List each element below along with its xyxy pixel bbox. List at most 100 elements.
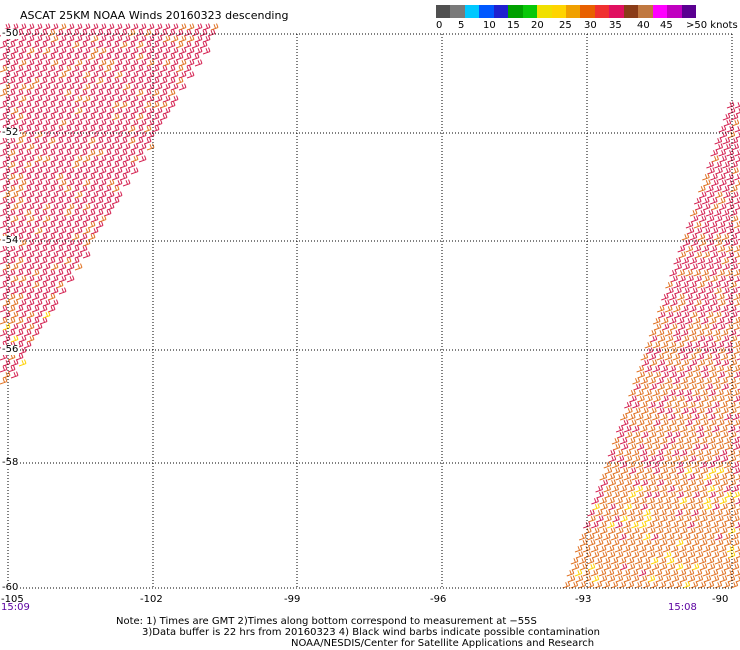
wind-barb xyxy=(644,365,653,373)
wind-barb xyxy=(26,71,35,79)
scale-tick-label: 0 xyxy=(436,20,443,31)
wind-barb xyxy=(701,269,709,277)
wind-barb xyxy=(685,293,693,301)
wind-barb xyxy=(704,455,713,463)
wind-barb xyxy=(711,473,720,481)
wind-barb xyxy=(715,485,724,493)
wind-barb xyxy=(673,311,682,319)
wind-barb xyxy=(47,149,56,157)
wind-barb xyxy=(676,419,685,427)
wind-barb xyxy=(26,263,35,271)
wind-barb xyxy=(720,377,728,385)
wind-barb xyxy=(720,305,729,313)
wind-barb xyxy=(656,353,665,361)
wind-barb xyxy=(730,185,738,193)
wind-barb xyxy=(686,227,695,235)
wind-barb xyxy=(631,449,640,457)
wind-barb xyxy=(679,497,687,505)
wind-barb xyxy=(659,539,668,547)
wind-barb xyxy=(685,395,693,403)
wind-barb xyxy=(647,473,656,481)
wind-barb xyxy=(720,503,728,511)
wind-barb xyxy=(7,101,16,109)
wind-barb xyxy=(26,287,35,295)
wind-barb xyxy=(82,143,91,151)
wind-barb xyxy=(721,233,730,241)
wind-barb xyxy=(712,527,720,535)
wind-barb xyxy=(79,173,88,181)
wind-barb xyxy=(42,239,51,247)
wind-barb xyxy=(688,329,697,337)
wind-barb xyxy=(138,35,147,43)
wind-barb xyxy=(636,389,644,397)
wind-barb xyxy=(704,377,712,385)
wind-barb xyxy=(47,293,56,301)
wind-barb xyxy=(652,389,660,397)
wind-barb xyxy=(690,581,699,589)
wind-barb xyxy=(657,407,665,415)
wind-barb xyxy=(729,257,738,265)
wind-barb xyxy=(652,443,661,451)
wind-barb xyxy=(135,41,144,49)
wind-barb xyxy=(98,107,107,115)
wind-barb xyxy=(15,221,24,229)
wind-barb xyxy=(716,419,725,427)
wind-barb xyxy=(591,575,600,583)
wind-barb xyxy=(649,335,658,343)
wind-barb xyxy=(82,179,91,187)
wind-barb xyxy=(680,479,689,487)
wind-barb xyxy=(95,185,104,193)
wind-barb xyxy=(637,395,645,403)
wind-barb xyxy=(50,251,59,259)
scale-tick-label: 35 xyxy=(609,20,622,31)
wind-barb xyxy=(681,335,690,343)
wind-barb xyxy=(18,263,27,271)
longitude-label: -90 xyxy=(712,594,729,605)
wind-barb xyxy=(71,53,80,61)
wind-barb xyxy=(95,209,104,217)
wind-barb xyxy=(586,533,595,541)
wind-barb xyxy=(47,185,56,193)
wind-barb xyxy=(159,101,168,109)
wind-barb xyxy=(0,185,8,193)
wind-barb xyxy=(647,551,656,559)
wind-barb xyxy=(722,113,731,121)
wind-barb xyxy=(66,263,75,271)
wind-barb xyxy=(183,65,192,73)
wind-barb xyxy=(2,167,11,175)
wind-barb xyxy=(635,539,644,547)
wind-barb xyxy=(600,527,608,535)
wind-barb xyxy=(114,179,123,187)
wind-barb xyxy=(87,173,96,181)
wind-barb xyxy=(79,161,88,169)
wind-barb xyxy=(138,59,147,67)
wind-barb xyxy=(711,521,719,529)
wind-barb xyxy=(87,233,96,241)
wind-barb xyxy=(660,467,669,475)
wind-barb xyxy=(63,77,72,85)
note-line-3: NOAA/NESDIS/Center for Satellite Applica… xyxy=(291,638,595,649)
wind-barb xyxy=(175,65,184,73)
wind-barb xyxy=(7,209,16,217)
wind-barb xyxy=(721,359,730,367)
wind-barb xyxy=(676,317,685,325)
wind-barb xyxy=(698,215,707,223)
wind-barb xyxy=(655,521,663,529)
scale-swatch xyxy=(609,5,625,18)
wind-barb xyxy=(732,413,740,421)
wind-barb xyxy=(599,473,608,481)
wind-barb xyxy=(681,233,690,241)
wind-barb xyxy=(34,311,43,319)
wind-barb xyxy=(71,245,80,253)
wind-barb xyxy=(82,167,91,175)
wind-barb xyxy=(727,551,736,559)
wind-barb xyxy=(39,77,48,85)
wind-barb xyxy=(23,149,32,157)
wind-barb xyxy=(122,23,131,31)
wind-barb xyxy=(95,89,104,97)
wind-barb xyxy=(34,35,43,43)
wind-barb xyxy=(18,239,27,247)
wind-barb xyxy=(685,347,694,355)
wind-barb xyxy=(721,257,730,265)
wind-barb xyxy=(724,467,733,475)
